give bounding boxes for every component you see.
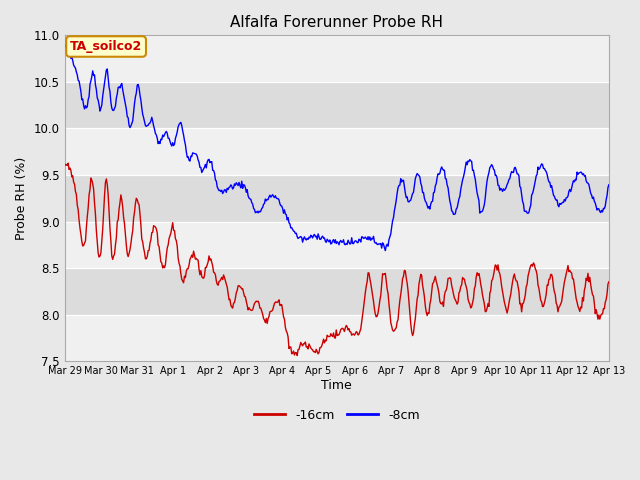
- Bar: [65, 221, 609, 268]
- Bar: [65, 82, 609, 129]
- Bar: [65, 129, 609, 175]
- Bar: [65, 36, 609, 82]
- Y-axis label: Probe RH (%): Probe RH (%): [15, 156, 28, 240]
- Bar: [65, 268, 609, 314]
- Text: TA_soilco2: TA_soilco2: [70, 40, 142, 53]
- Bar: [65, 314, 609, 361]
- Legend: -16cm, -8cm: -16cm, -8cm: [249, 404, 425, 427]
- Title: Alfalfa Forerunner Probe RH: Alfalfa Forerunner Probe RH: [230, 15, 444, 30]
- X-axis label: Time: Time: [321, 379, 352, 392]
- Bar: [65, 175, 609, 221]
